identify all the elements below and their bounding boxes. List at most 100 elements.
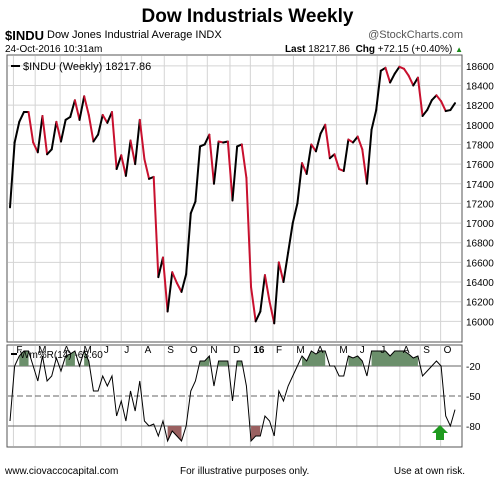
price-tick-label: 18000 [466,121,494,132]
ticker-name: Dow Jones Industrial Average INDX [47,29,222,41]
stockcharts-watermark: @StockCharts.com [368,29,463,41]
price-segment [435,94,443,103]
williams-r-line [9,349,456,443]
chart-title: Dow Industrials Weekly [141,6,354,27]
price-segment [361,148,368,185]
price-segment [375,69,382,112]
price-segment [69,99,76,118]
price-segment [440,100,447,113]
month-tick-label: F [276,345,282,356]
month-tick-label: M [339,345,347,356]
price-segment [365,128,373,185]
price-segment [120,154,127,177]
price-segment [110,111,118,171]
overbought-fill [371,351,418,366]
quote-summary: Last 18217.86 Chg +72.15 (+0.40%) ▲ [285,44,463,55]
footer-website[interactable]: www.ciovaccocapital.com [5,466,119,477]
price-segment [393,65,401,75]
month-tick-label: 16 [253,345,265,356]
overbought-fill [84,351,89,366]
price-segment [314,132,322,153]
price-segment [324,123,331,160]
indicator-legend-label: Wm%R(14) -63.60 [20,350,103,361]
price-segment [18,111,25,123]
price-segment [9,141,16,209]
price-segment [416,76,424,117]
month-tick-label: S [423,345,430,356]
price-tick-label: 16400 [466,278,494,289]
triangle-up-icon: ▲ [455,45,463,54]
price-grid [8,56,461,341]
month-tick-label: M [83,345,91,356]
price-segment [250,285,257,323]
chart-canvas: $INDU (Weekly) 18217.86 Wm%R(14) -63.60 … [6,54,494,448]
price-segment [333,153,341,171]
price-segment [189,200,197,215]
price-tick-label: 17600 [466,160,494,171]
month-tick-label: J [380,345,385,356]
price-segment [370,109,378,131]
price-segment [287,222,294,254]
indicator-tick-label: -50 [466,392,481,403]
overbought-fill [218,361,228,366]
price-segment [352,135,359,144]
price-segment [87,113,95,143]
price-segment [263,274,271,303]
month-tick-label: J [104,345,109,356]
price-tick-label: 18600 [466,62,494,73]
month-tick-label: A [317,345,324,356]
price-segment [208,133,215,185]
price-segment [97,113,104,136]
price-segment [384,66,392,84]
price-segment [41,114,49,156]
overbought-fill [19,351,29,366]
price-segment [212,140,220,185]
price-segment [36,114,44,154]
price-y-axis: 16000 16200 16400 16600 16800 17000 17200 17400… [466,62,494,329]
price-segment [342,138,350,172]
price-segment [426,99,433,112]
price-segment [171,271,178,285]
price-segment [157,256,164,279]
price-tick-label: 18400 [466,81,494,92]
price-segment [305,143,313,175]
price-segment [240,143,248,179]
price-segment [152,175,160,279]
price-segment [356,135,364,151]
price-segment [407,74,415,87]
month-tick-label: M [38,345,46,356]
price-segment [46,148,53,156]
price-segment [231,145,239,202]
price-tick-label: 16600 [466,258,494,269]
overbought-fill [348,356,363,366]
price-tick-label: 17000 [466,219,494,230]
price-segment [254,310,262,323]
price-segment [115,154,123,171]
chg-label: Chg [355,44,376,55]
price-tick-label: 17800 [466,140,494,151]
price-tick-label: 17400 [466,180,494,191]
month-tick-label: M [296,345,304,356]
month-tick-label: S [167,345,174,356]
price-legend: $INDU (Weekly) 18217.86 [11,61,151,73]
month-tick-label: A [145,345,152,356]
price-segment [138,118,146,161]
price-segment [421,109,429,117]
price-segment [27,111,35,144]
month-tick-label: J [124,345,129,356]
price-segment [403,67,410,77]
price-tick-label: 16200 [466,298,494,309]
indicator-panel-frame [6,344,463,448]
price-tick-label: 18200 [466,101,494,112]
price-segment [92,133,100,143]
last-label: Last [284,44,306,55]
month-tick-label: D [233,345,240,356]
last-value: 18217.86 [308,44,350,55]
month-tick-label: A [63,345,70,356]
indicator-tick-label: -80 [466,422,481,433]
footer-disclaimer: For illustrative purposes only. [180,466,310,477]
price-series [9,65,456,325]
price-segment [291,202,299,225]
price-tick-label: 16800 [466,239,494,250]
price-segment [245,176,253,288]
